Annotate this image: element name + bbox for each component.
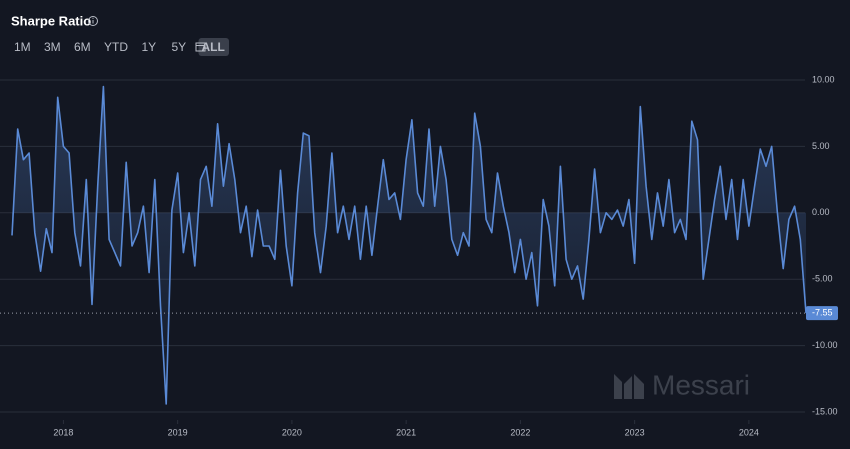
- y-tick-label: 10.00: [812, 74, 835, 84]
- range-button[interactable]: 3M: [44, 40, 61, 54]
- last-value-label: -7.55: [812, 307, 833, 317]
- range-button[interactable]: 1M: [14, 40, 31, 54]
- x-tick-label: 2022: [510, 427, 530, 437]
- y-tick-label: -10.00: [812, 340, 838, 350]
- x-tick-label: 2020: [282, 427, 302, 437]
- watermark: Messari: [614, 369, 750, 400]
- calendar-icon[interactable]: [195, 42, 206, 52]
- range-button[interactable]: 5Y: [172, 40, 187, 54]
- y-tick-label: -15.00: [812, 406, 838, 416]
- info-icon[interactable]: [88, 16, 98, 26]
- x-tick-label: 2023: [625, 427, 645, 437]
- range-button[interactable]: 1Y: [142, 40, 157, 54]
- x-tick-label: 2019: [168, 427, 188, 437]
- range-button-bg: [198, 38, 229, 56]
- line: [11, 85, 807, 405]
- chart-title: Sharpe Ratio: [11, 13, 91, 28]
- y-tick-label: -5.00: [812, 274, 833, 284]
- range-button[interactable]: 6M: [74, 40, 91, 54]
- x-tick-label: 2021: [396, 427, 416, 437]
- range-selector: 1M 3M 6M YTD 1Y 5Y ALL: [14, 38, 229, 56]
- x-tick-label: 2024: [739, 427, 759, 437]
- y-tick-label: 0.00: [812, 207, 830, 217]
- range-button[interactable]: ALL: [202, 40, 225, 54]
- x-tick-label: 2018: [53, 427, 73, 437]
- range-button[interactable]: YTD: [104, 40, 128, 54]
- plot: -7.55: [0, 85, 838, 405]
- y-tick-label: 5.00: [812, 141, 830, 151]
- last-value-badge: [806, 306, 838, 321]
- watermark-text: Messari: [652, 369, 750, 400]
